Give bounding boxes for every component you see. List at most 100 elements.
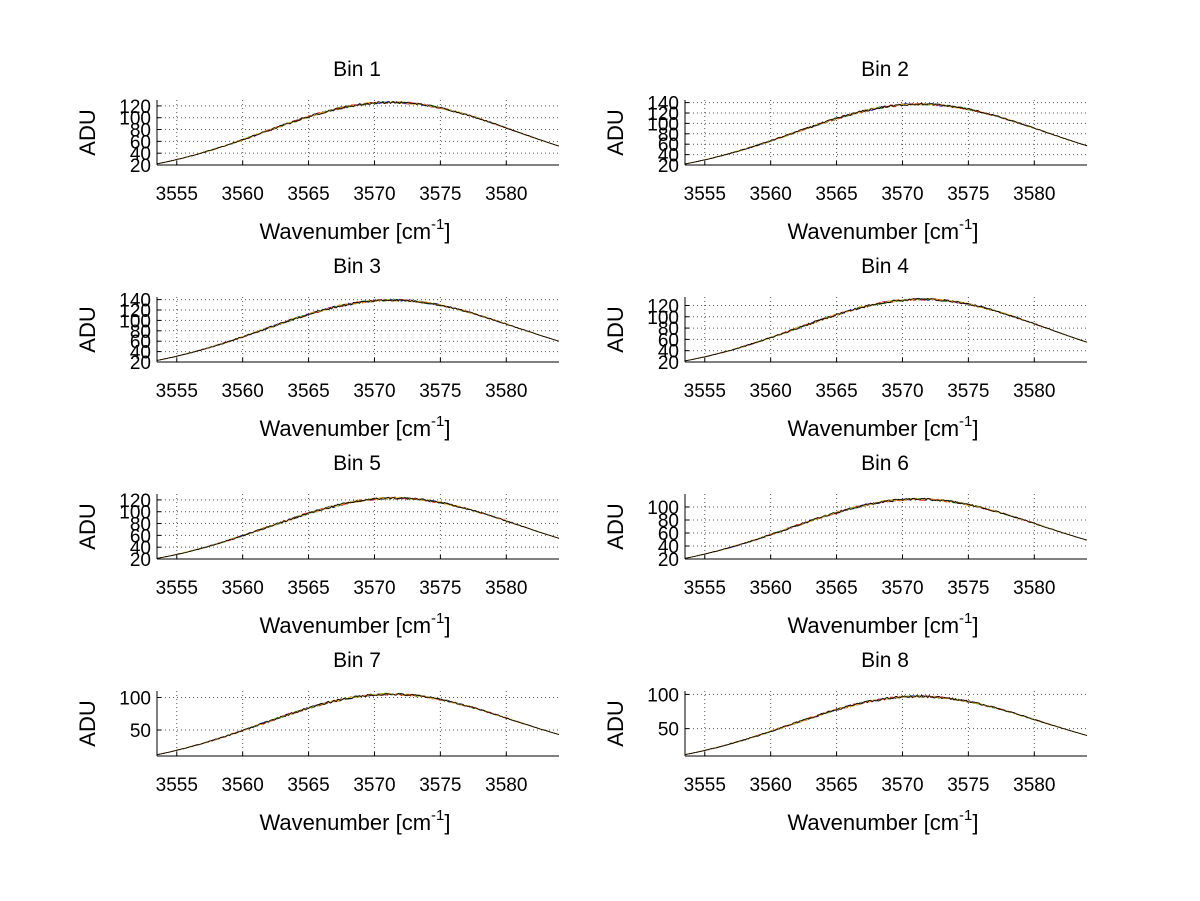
x-tick-label: 3565 xyxy=(287,381,329,402)
y-axis-label: ADU xyxy=(75,306,100,352)
y-tick-label: 120 xyxy=(647,296,679,317)
x-tick-label: 3580 xyxy=(1013,775,1055,796)
y-tick-label: 40 xyxy=(130,343,151,364)
y-tick-label: 80 xyxy=(130,121,151,142)
subplot-title: Bin 3 xyxy=(333,255,381,278)
y-axis-label: ADU xyxy=(603,306,628,352)
x-tick-label: 3565 xyxy=(287,578,329,599)
y-tick-label: 40 xyxy=(658,537,679,558)
x-tick-label: 3555 xyxy=(156,578,198,599)
y-tick-label: 60 xyxy=(658,524,679,545)
x-axis-label-main: Wavenumber [cm xyxy=(787,613,959,638)
series-line xyxy=(156,496,560,559)
x-tick-label: 3560 xyxy=(222,578,264,599)
x-axis-label-exponent: -1 xyxy=(431,807,444,824)
series-line xyxy=(156,692,560,756)
y-tick-label: 60 xyxy=(658,330,679,351)
y-axis-label: ADU xyxy=(603,109,628,155)
x-tick-label: 3560 xyxy=(750,775,792,796)
x-axis-label-close: ] xyxy=(972,613,978,638)
subplot-title: Bin 4 xyxy=(861,255,909,278)
y-tick-label: 80 xyxy=(658,511,679,532)
y-tick-label: 120 xyxy=(119,491,151,512)
series-line xyxy=(156,101,560,165)
x-axis-label: Wavenumber [cm-1] xyxy=(259,216,450,244)
x-tick-label: 3570 xyxy=(881,184,923,205)
x-tick-label: 3555 xyxy=(156,775,198,796)
x-tick-label: 3580 xyxy=(1013,381,1055,402)
series-line xyxy=(156,692,560,756)
series-line xyxy=(156,496,560,559)
y-tick-label: 20 xyxy=(658,156,679,177)
x-axis-label-close: ] xyxy=(444,810,450,835)
x-axis-label: Wavenumber [cm-1] xyxy=(787,807,978,835)
x-tick-label: 3580 xyxy=(485,578,527,599)
x-axis-label-exponent: -1 xyxy=(959,413,972,430)
x-tick-label: 3555 xyxy=(684,578,726,599)
series-line xyxy=(156,298,560,361)
x-tick-label: 3555 xyxy=(156,184,198,205)
x-axis-label-exponent: -1 xyxy=(431,413,444,430)
series-line xyxy=(156,100,560,165)
series-line xyxy=(684,695,1088,756)
series-line xyxy=(156,100,560,165)
x-tick-label: 3575 xyxy=(419,184,461,205)
x-axis-label: Wavenumber [cm-1] xyxy=(787,216,978,244)
y-axis-label: ADU xyxy=(75,700,100,746)
y-tick-label: 100 xyxy=(647,308,679,329)
x-axis-label-close: ] xyxy=(972,810,978,835)
series-line xyxy=(684,694,1088,756)
x-axis-label-main: Wavenumber [cm xyxy=(259,613,431,638)
series-line xyxy=(156,693,560,756)
y-tick-label: 20 xyxy=(130,353,151,374)
series-group xyxy=(156,100,560,165)
series-line xyxy=(684,102,1088,165)
x-tick-label: 3580 xyxy=(485,775,527,796)
x-tick-label: 3560 xyxy=(222,184,264,205)
y-tick-label: 60 xyxy=(130,526,151,547)
x-tick-label: 3575 xyxy=(947,775,989,796)
series-line xyxy=(684,695,1088,756)
y-tick-label: 40 xyxy=(658,342,679,363)
y-tick-label: 40 xyxy=(130,538,151,559)
y-tick-label: 100 xyxy=(647,498,679,519)
y-axis-label: ADU xyxy=(603,700,628,746)
y-tick-label: 80 xyxy=(658,125,679,146)
x-axis-label-main: Wavenumber [cm xyxy=(787,219,959,244)
x-tick-label: 3575 xyxy=(419,578,461,599)
x-tick-label: 3580 xyxy=(1013,578,1055,599)
y-tick-label: 60 xyxy=(130,132,151,153)
y-axis-label: ADU xyxy=(603,503,628,549)
series-group xyxy=(684,694,1088,756)
x-axis-label-exponent: -1 xyxy=(431,610,444,627)
x-tick-label: 3560 xyxy=(222,381,264,402)
x-tick-label: 3575 xyxy=(419,775,461,796)
series-line xyxy=(156,100,560,165)
x-tick-label: 3560 xyxy=(222,775,264,796)
subplot-title: Bin 1 xyxy=(333,58,381,81)
y-tick-label: 40 xyxy=(130,144,151,165)
y-tick-label: 140 xyxy=(119,291,151,312)
series-line xyxy=(684,297,1088,362)
x-tick-label: 3570 xyxy=(881,381,923,402)
x-tick-label: 3580 xyxy=(485,184,527,205)
x-tick-label: 3560 xyxy=(750,381,792,402)
y-tick-label: 120 xyxy=(119,301,151,322)
x-axis-label-main: Wavenumber [cm xyxy=(787,416,959,441)
y-axis-label: ADU xyxy=(75,109,100,155)
series-line xyxy=(684,297,1088,362)
x-axis-label-close: ] xyxy=(972,219,978,244)
series-group xyxy=(684,297,1088,362)
y-tick-label: 50 xyxy=(130,721,151,742)
x-axis-label-main: Wavenumber [cm xyxy=(259,810,431,835)
series-line xyxy=(156,692,560,756)
series-group xyxy=(156,298,560,361)
x-tick-label: 3570 xyxy=(353,578,395,599)
x-tick-label: 3575 xyxy=(947,184,989,205)
